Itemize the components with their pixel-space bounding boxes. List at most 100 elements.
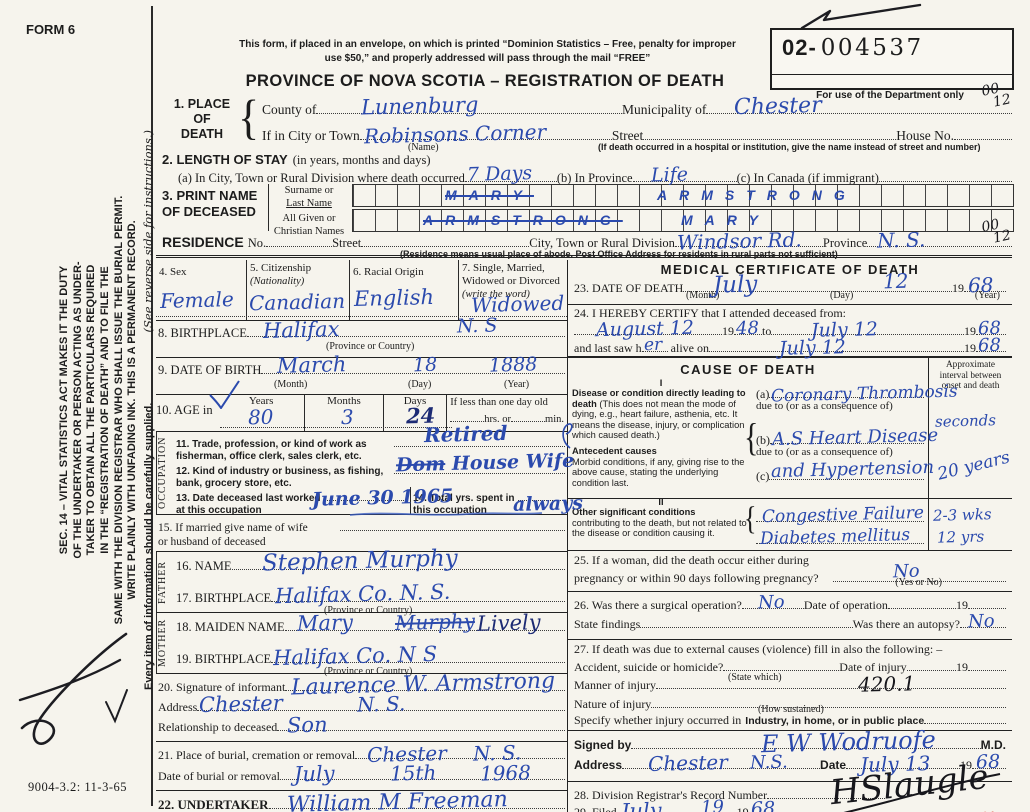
cause-left-text: I Disease or condition directly leading … [572, 378, 750, 539]
house-no-line [954, 126, 1012, 140]
maiden-name-label: 18. MAIDEN NAME [176, 620, 285, 634]
age-write-line [220, 427, 452, 428]
cause-main: CAUSE OF DEATH I Disease or condition di… [562, 358, 958, 550]
cause-of-death-title: CAUSE OF DEATH [680, 362, 816, 377]
county-line: Lunenburg [316, 92, 623, 120]
registrar-section: 28. Division Registrar's Record Number 2… [568, 757, 1012, 812]
operation-line: No [741, 592, 804, 613]
mother-birthplace-line: Halifax Co. N S [271, 642, 565, 670]
death-day-note: (Day) [830, 290, 854, 301]
field-22-undertaker: 22. UNDERTAKER William M Freeman (Name a… [156, 787, 567, 812]
operation-date-line [887, 595, 956, 609]
sidebar-line-4: IN THE “REGISTRATION OF DEATH” AND TO FI… [98, 266, 111, 554]
age-days-label: Days [403, 395, 427, 407]
relationship-line: Son [277, 712, 565, 738]
hw-physician-signature: E W Wodruofe [761, 725, 937, 759]
hw-interval-other1: 2-3 wks [932, 505, 992, 525]
section-divider-rule [156, 255, 1012, 258]
how-sustained-note: (How sustained) [758, 704, 824, 715]
field-12-industry: 12. Kind of industry or business, as fis… [174, 450, 574, 489]
margin-mark-12: 12 [991, 227, 1013, 247]
hw-relationship: Son [286, 712, 329, 738]
hw-county: Lunenburg [361, 92, 480, 120]
cause-p1-bold: Disease or condition directly leading to… [572, 388, 746, 409]
hw-sex: Female [159, 287, 235, 313]
field-4-sex: 4. Sex Female [156, 260, 246, 320]
roman-two: II [658, 497, 664, 508]
hw-interval-b: 20 years [935, 447, 1012, 485]
from-year-19: 19 [722, 324, 734, 338]
pregnancy-row: pregnancy or within 90 days following pr… [574, 561, 1006, 586]
operation-year-19: 19 [956, 598, 968, 612]
hw-burial-place: Chester [366, 740, 448, 768]
place-brace: { [238, 90, 260, 145]
burial-date-label: Date of burial or removal [158, 769, 280, 783]
hw-on-year: 68 [977, 334, 1002, 357]
field-27-external-causes: 27. If death was due to external causes … [568, 640, 1012, 731]
to-label: to [762, 324, 772, 338]
relationship-label: Relationship to deceased [158, 720, 278, 734]
personal-particulars-column: 4. Sex Female 5. Citizenship (Nationalit… [156, 260, 583, 812]
place-label-line3: DEATH [180, 127, 224, 141]
death-year-19: 19 [952, 281, 964, 295]
county-label: County of [262, 102, 317, 117]
residence-street-label: Street [332, 236, 362, 250]
residence-province-label: Province [822, 236, 868, 250]
father-birthplace-note: (Province or Country) [324, 605, 413, 616]
certify-to-line: July 12 [771, 318, 964, 342]
hw-surname-struck: MARY [445, 187, 534, 203]
other-1-row: Congestive Failure [756, 503, 924, 527]
to-year-line: 68 [976, 318, 1006, 339]
filed-line: July 19 [617, 797, 737, 812]
hw-city-town: Robinsons Corner [363, 119, 547, 149]
roman-one: I [659, 378, 663, 388]
informant-address-label: Address [158, 700, 198, 714]
informant-signature-row: 20. Signature of informant Laurence W. A… [158, 669, 565, 700]
hw-other-2: Diabetes mellitus [759, 525, 911, 549]
min-line [511, 408, 546, 422]
length-of-stay-label: 2. LENGTH OF STAY [162, 152, 288, 167]
nationality-sublabel: (Nationality) [250, 276, 305, 288]
cause-a-label: (a) [756, 387, 770, 401]
informant-line: Laurence W. Armstrong [285, 669, 565, 700]
racial-origin-label: 6. Racial Origin [353, 266, 424, 278]
marital-label-2: Widowed or Divorced [462, 275, 560, 288]
hw-filed-year: 68 [750, 797, 776, 812]
hw-age-months: 3 [340, 404, 355, 430]
field-11-trade: 11. Trade, profession, or kind of work a… [174, 421, 567, 462]
city-town-line: Robinsons Corner [359, 120, 612, 148]
filed-year-19: 19 [736, 805, 749, 812]
birthplace-prov-note: (Province or Country) [326, 341, 415, 352]
stay-a-label: (a) In City, Town or Rural Division wher… [178, 171, 465, 185]
cause-c-label: (c) [756, 469, 770, 483]
record-number-label: 28. Division Registrar's Record Number [574, 788, 768, 802]
hw-to-year: 68 [977, 317, 1002, 340]
other-conditions-bold: Other significant conditions [572, 507, 696, 518]
autopsy-label: Was there an autopsy? [852, 617, 960, 631]
mail-notice-line-1: This form, if placed in an envelope, on … [239, 39, 736, 50]
residence-street-line [361, 233, 530, 247]
age-months-cell: Months 3 [303, 395, 383, 431]
field-20-informant: 20. Signature of informant Laurence W. A… [156, 669, 567, 742]
mother-birthplace-note: (Province or Country) [324, 666, 413, 677]
interval-header: Approximate interval be­tween onset and … [939, 360, 1002, 392]
md-label: M.D. [980, 738, 1006, 752]
injury-year-line [968, 657, 1006, 671]
other-2-line: Diabetes mellitus [756, 525, 924, 549]
municipality-line: Chester [706, 93, 1013, 120]
hw-informant-address: Chester [199, 690, 284, 718]
department-only-note: For use of the Department only [816, 90, 964, 101]
field-21-burial: 21. Place of burial, cremation or remova… [156, 740, 567, 791]
informant-relationship-row: Relationship to deceased Son [158, 712, 565, 738]
date-of-death-line: July 12 [683, 269, 952, 299]
mother-group: MOTHER 18. MAIDEN NAME Mary Murphy Livel… [156, 609, 567, 677]
burial-place-line: Chester N. S. [355, 740, 565, 767]
marital-sublabel: (write the word) [462, 289, 530, 301]
margin-ink-mark-residence: 00 12 [980, 216, 1013, 247]
field-1-place-of-death-label: 1. PLACE OF DEATH [162, 97, 242, 142]
residence-no-label: No. [247, 236, 267, 250]
signed-by-row: Signed by E W Wodruofe M.D. [574, 726, 1006, 759]
hw-her: er [643, 334, 663, 356]
age-label: 10. AGE in [156, 403, 213, 417]
